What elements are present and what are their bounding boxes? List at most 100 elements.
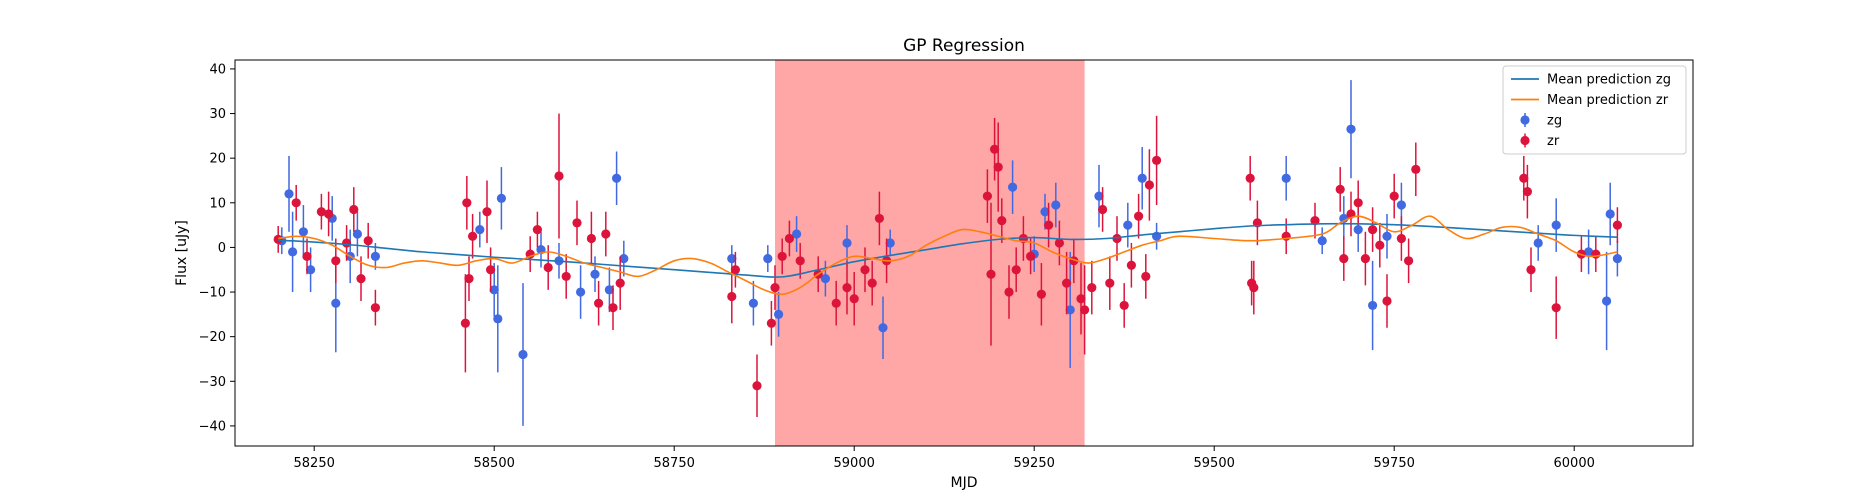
data-point-zr xyxy=(1375,240,1385,250)
data-point-zr xyxy=(468,231,478,241)
data-point-zr xyxy=(1368,224,1378,235)
data-point-zr xyxy=(1080,305,1090,315)
data-point-zr xyxy=(273,234,283,244)
data-point-zr xyxy=(1119,300,1129,311)
data-point-zg xyxy=(352,229,362,239)
x-tick-label: 59750 xyxy=(1374,456,1415,471)
data-point-zr xyxy=(572,218,582,228)
data-point-zr xyxy=(615,278,625,288)
data-point-zg xyxy=(763,253,773,264)
y-tick-label: 10 xyxy=(209,196,226,211)
data-point-zr xyxy=(831,298,841,308)
data-point-zg xyxy=(1346,124,1356,134)
data-point-zr xyxy=(1004,287,1014,297)
data-point-zr xyxy=(860,265,870,275)
data-point-zr xyxy=(1396,233,1406,244)
data-point-zr xyxy=(532,224,543,235)
data-point-zr xyxy=(867,278,877,288)
data-point-zr xyxy=(464,274,474,284)
legend-label: zg xyxy=(1547,114,1562,129)
data-point-zr xyxy=(849,294,859,304)
data-point-zg xyxy=(842,238,852,248)
data-point-zr xyxy=(1112,233,1122,244)
x-tick-label: 58500 xyxy=(474,456,515,471)
data-point-zg xyxy=(1533,238,1543,248)
x-tick-label: 59250 xyxy=(1014,456,1055,471)
data-point-zg xyxy=(590,269,600,279)
data-point-zr xyxy=(770,282,780,293)
data-point-zg xyxy=(493,314,503,324)
data-point-zg xyxy=(1094,191,1104,201)
data-layer xyxy=(273,80,1622,426)
data-point-zr xyxy=(997,216,1007,226)
y-tick-label: −30 xyxy=(199,375,226,390)
data-point-zg xyxy=(518,349,528,360)
y-tick-label: 40 xyxy=(209,62,226,77)
x-tick-label: 58250 xyxy=(294,456,335,471)
data-point-zr xyxy=(727,291,737,302)
x-tick-label: 60000 xyxy=(1554,456,1595,471)
data-point-zg xyxy=(496,193,506,203)
y-tick-label: 20 xyxy=(209,152,226,167)
data-point-zr xyxy=(1310,216,1320,226)
data-point-zr xyxy=(1353,198,1363,208)
data-point-zr xyxy=(1551,303,1561,313)
data-point-zg xyxy=(1382,231,1392,241)
data-point-zr xyxy=(986,269,996,279)
data-point-zg xyxy=(298,227,308,237)
data-point-zr xyxy=(795,256,805,266)
data-point-zr xyxy=(1087,282,1097,293)
data-point-zr xyxy=(302,251,312,261)
x-tick-label: 59500 xyxy=(1194,456,1235,471)
data-point-zr xyxy=(1144,180,1154,190)
x-tick-label: 59000 xyxy=(834,456,875,471)
data-point-zr xyxy=(482,207,492,217)
data-point-zr xyxy=(730,265,741,275)
y-tick-label: −10 xyxy=(199,286,226,301)
data-point-zg xyxy=(1602,296,1612,306)
data-point-zg xyxy=(576,287,586,297)
data-point-zr xyxy=(842,282,852,293)
data-point-zr xyxy=(462,198,472,208)
data-point-zg xyxy=(612,173,622,183)
data-point-zr xyxy=(1044,220,1054,230)
data-point-zr xyxy=(1054,238,1064,248)
data-point-zr xyxy=(1389,191,1399,201)
data-point-zg xyxy=(306,265,316,275)
data-point-zg xyxy=(748,298,759,308)
data-point-zg xyxy=(1368,300,1378,311)
data-point-zr xyxy=(561,271,571,282)
legend-box xyxy=(1502,65,1687,155)
data-point-zr xyxy=(1036,289,1046,299)
data-point-zr xyxy=(1126,260,1136,270)
data-point-zr xyxy=(1522,187,1532,197)
data-point-zr xyxy=(601,229,611,239)
data-point-zg xyxy=(1551,220,1561,230)
line-mean-prediction-zg xyxy=(278,222,1618,278)
data-point-zr xyxy=(784,233,795,244)
data-point-zr xyxy=(1335,184,1345,195)
data-point-zr xyxy=(342,238,352,248)
data-point-zr xyxy=(554,171,564,181)
data-point-zr xyxy=(993,162,1003,172)
data-point-zr xyxy=(486,265,496,275)
data-point-zg xyxy=(475,224,485,235)
data-point-zg xyxy=(1605,209,1615,219)
data-point-zg xyxy=(820,274,831,284)
data-point-zg xyxy=(1317,236,1327,246)
data-point-zg xyxy=(370,251,380,261)
data-point-zr xyxy=(594,298,604,308)
data-point-zr xyxy=(1098,204,1108,215)
data-point-zg xyxy=(774,309,784,319)
chart-legend: Mean prediction zg Mean prediction zr zg zr xyxy=(1502,65,1687,155)
data-point-zg xyxy=(1065,305,1075,315)
data-point-zr xyxy=(1411,164,1421,174)
data-point-zr xyxy=(1360,253,1370,264)
data-point-zr xyxy=(1076,294,1086,304)
data-point-zr xyxy=(331,256,341,266)
data-point-zr xyxy=(982,191,993,201)
axes-frame xyxy=(234,59,1694,447)
data-point-zr xyxy=(1382,296,1392,306)
data-point-zr xyxy=(543,262,553,273)
